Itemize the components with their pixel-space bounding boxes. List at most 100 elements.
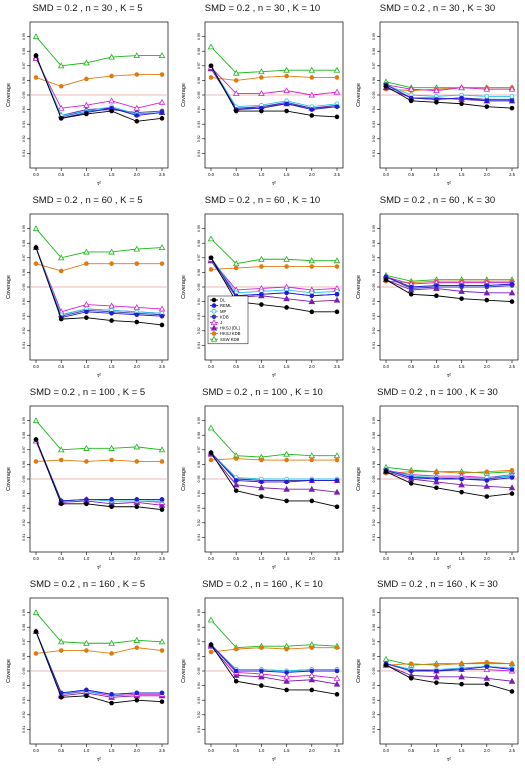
x-tick-label: 0.5: [58, 748, 64, 753]
x-tick-label: 0.0: [383, 172, 389, 177]
series-ssw-kdb: [207, 424, 341, 460]
data-point: [284, 264, 289, 269]
data-point: [309, 457, 315, 463]
y-tick-label: 0.97: [22, 62, 26, 69]
data-point: [83, 59, 90, 66]
data-point: [408, 676, 414, 681]
x-tick-label: 1.0: [83, 556, 89, 561]
x-tick-label: 1.5: [284, 556, 290, 561]
data-point: [283, 87, 290, 94]
data-point: [134, 312, 140, 318]
data-point: [508, 289, 516, 296]
series-hksj-kdb: [33, 457, 165, 464]
series-line: [210, 257, 338, 297]
data-point: [208, 649, 214, 655]
legend-marker: [210, 335, 218, 342]
data-point: [83, 101, 90, 108]
x-tick-label: 0.5: [58, 364, 64, 369]
data-point: [134, 690, 140, 696]
series-line: [385, 276, 513, 289]
y-tick-label: 0.92: [372, 135, 376, 142]
data-point: [134, 72, 140, 77]
x-axis-label: τ²: [272, 757, 276, 763]
data-point: [283, 450, 290, 457]
chart-panel: SMD = 0.2 , n = 160 , K = 30 0.91 0.92 0.93…: [350, 576, 525, 768]
series-reml: [33, 245, 165, 320]
data-point: [133, 52, 141, 59]
panel-plot: 0.91 0.92 0.93 0.94 0.95 0.96 0.97 0.98 0.99 0.0 0…: [6, 597, 169, 763]
y-tick-label: 0.99: [197, 225, 201, 232]
data-point: [208, 255, 214, 261]
x-tick-label: 0.0: [383, 364, 389, 369]
data-point: [258, 255, 265, 262]
data-point: [284, 498, 289, 504]
y-tick-label: 0.96: [372, 77, 376, 84]
data-point: [58, 457, 64, 463]
data-point: [233, 478, 239, 483]
data-point: [509, 475, 515, 480]
legend-label: DL: [220, 298, 226, 303]
data-point: [484, 104, 490, 109]
y-tick-label: 0.91: [197, 534, 201, 541]
x-axis-label: τ²: [447, 373, 451, 379]
series-dl: [33, 629, 165, 706]
y-tick-label: 0.91: [197, 150, 201, 157]
data-point: [309, 309, 315, 315]
y-tick-label: 0.91: [197, 726, 201, 733]
data-point: [159, 648, 165, 653]
data-point: [459, 681, 464, 687]
data-point: [259, 302, 264, 307]
data-point: [408, 284, 414, 290]
data-point: [334, 668, 340, 674]
data-point: [108, 248, 115, 255]
data-point: [233, 78, 239, 83]
x-tick-label: 1.0: [433, 172, 439, 177]
x-axis-label: τ²: [447, 181, 451, 187]
y-tick-label: 0.93: [22, 121, 26, 128]
data-point: [509, 281, 515, 287]
series-line: [385, 664, 513, 692]
data-point: [207, 43, 215, 50]
data-point: [508, 677, 516, 684]
y-tick-label: 0.95: [372, 284, 376, 291]
data-point: [208, 642, 214, 648]
data-point: [309, 645, 315, 650]
data-point: [309, 107, 315, 112]
data-point: [134, 459, 140, 464]
y-tick-label: 0.99: [22, 225, 26, 232]
x-tick-label: 1.0: [433, 364, 439, 369]
data-point: [109, 651, 114, 656]
data-point: [433, 87, 440, 94]
data-point: [334, 292, 340, 297]
data-point: [109, 504, 114, 510]
x-tick-label: 1.5: [109, 172, 115, 177]
x-tick-label: 1.5: [459, 556, 465, 561]
series-hksj-kdb: [208, 264, 340, 272]
chart-panel: SMD = 0.2 , n = 60 , K = 30 0.91 0.92 0.93 0…: [350, 192, 525, 384]
data-point: [83, 639, 90, 646]
y-tick-label: 0.94: [197, 490, 201, 497]
series-reml: [383, 82, 515, 104]
data-point: [459, 476, 464, 482]
y-tick-label: 0.96: [372, 653, 376, 660]
panel-plot: 0.91 0.92 0.93 0.94 0.95 0.96 0.97 0.98 0.99 0.0 0…: [181, 597, 344, 763]
series-hksj-dl-: [382, 661, 516, 684]
y-tick-label: 0.99: [372, 33, 376, 40]
data-point: [158, 98, 166, 105]
data-point: [108, 639, 115, 646]
y-tick-label: 0.93: [197, 313, 201, 320]
series-line: [35, 228, 163, 259]
y-tick-label: 0.95: [197, 476, 201, 483]
y-tick-label: 0.91: [22, 342, 26, 349]
panel-plot: 0.91 0.92 0.93 0.94 0.95 0.96 0.97 0.98 0.99 0.0 0…: [6, 405, 169, 571]
series-line: [210, 257, 338, 294]
series-kdb: [208, 255, 340, 299]
data-point: [458, 84, 465, 91]
data-point: [459, 667, 464, 672]
x-tick-label: 2.5: [334, 748, 340, 753]
x-axis-label: τ²: [97, 181, 101, 187]
data-point: [109, 73, 114, 79]
series-j: [207, 63, 341, 98]
x-tick-label: 1.0: [258, 556, 264, 561]
series-dl: [33, 437, 165, 512]
